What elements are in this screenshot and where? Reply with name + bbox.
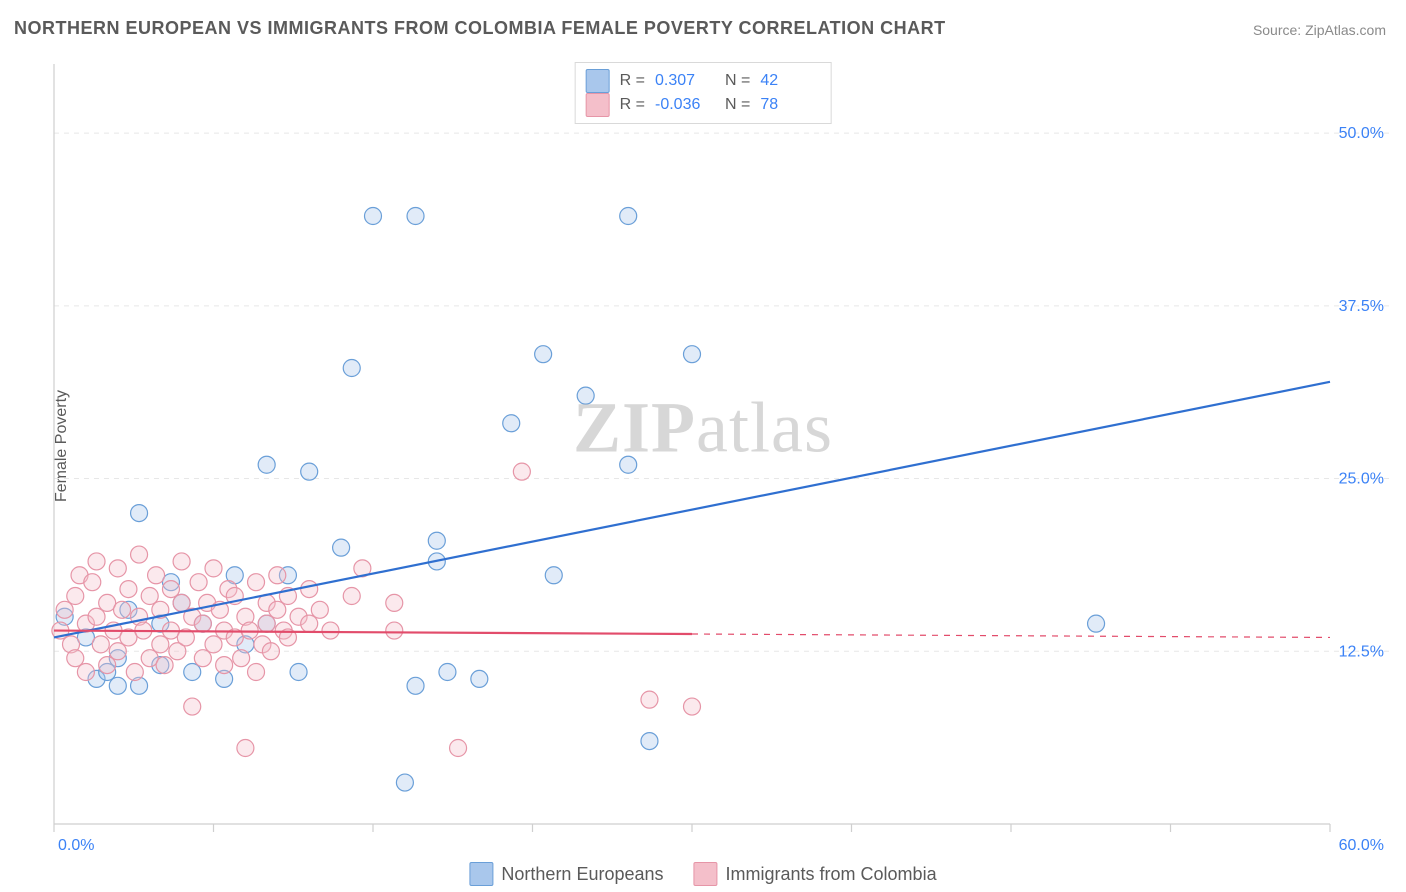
- n-label: N =: [725, 69, 750, 93]
- legend-item: Immigrants from Colombia: [694, 862, 937, 886]
- source-link[interactable]: ZipAtlas.com: [1305, 22, 1386, 38]
- svg-text:60.0%: 60.0%: [1339, 837, 1384, 854]
- r-label: R =: [620, 93, 645, 117]
- svg-text:12.5%: 12.5%: [1339, 643, 1384, 660]
- swatch-icon: [469, 862, 493, 886]
- svg-text:37.5%: 37.5%: [1339, 298, 1384, 315]
- chart-page: NORTHERN EUROPEAN VS IMMIGRANTS FROM COL…: [0, 0, 1406, 892]
- watermark: ZIPatlas: [573, 387, 833, 470]
- n-label: N =: [725, 93, 750, 117]
- r-value: 0.307: [655, 69, 715, 93]
- page-title: NORTHERN EUROPEAN VS IMMIGRANTS FROM COL…: [14, 18, 946, 39]
- swatch-icon: [586, 69, 610, 93]
- legend-label: Northern Europeans: [501, 864, 663, 885]
- legend-item: Northern Europeans: [469, 862, 663, 886]
- svg-text:25.0%: 25.0%: [1339, 471, 1384, 488]
- swatch-icon: [586, 93, 610, 117]
- r-label: R =: [620, 69, 645, 93]
- n-value: 42: [760, 69, 820, 93]
- legend-row-1: R = 0.307 N = 42: [586, 69, 821, 93]
- r-value: -0.036: [655, 93, 715, 117]
- correlation-legend: R = 0.307 N = 42 R = -0.036 N = 78: [575, 62, 832, 124]
- series-legend: Northern Europeans Immigrants from Colom…: [469, 862, 936, 886]
- source-attribution: Source: ZipAtlas.com: [1253, 22, 1386, 38]
- source-prefix: Source:: [1253, 22, 1305, 38]
- svg-text:0.0%: 0.0%: [58, 837, 94, 854]
- legend-label: Immigrants from Colombia: [726, 864, 937, 885]
- svg-text:50.0%: 50.0%: [1339, 125, 1384, 142]
- swatch-icon: [694, 862, 718, 886]
- n-value: 78: [760, 93, 820, 117]
- legend-row-2: R = -0.036 N = 78: [586, 93, 821, 117]
